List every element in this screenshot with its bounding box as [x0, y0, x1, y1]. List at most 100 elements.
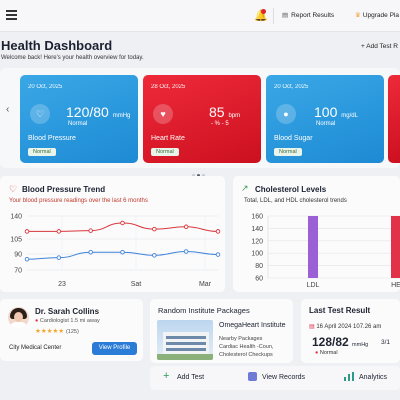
y-tick-label: 120: [251, 238, 263, 245]
analytics-action[interactable]: Analytics: [359, 374, 388, 381]
vital-status: Normal: [68, 121, 88, 127]
doctor-name[interactable]: Dr. Sarah Collins: [35, 307, 100, 316]
data-point: [88, 228, 93, 233]
view-records-action[interactable]: View Records: [262, 374, 306, 381]
vital-status: - % - 5: [211, 121, 229, 127]
vital-date: 20 Oct, 2025: [274, 84, 309, 90]
y-tick-label: 140: [251, 226, 263, 233]
x-tick-label: LDL: [307, 282, 320, 289]
y-tick-label: 80: [255, 263, 263, 270]
data-point: [152, 253, 157, 258]
analytics-icon: [344, 372, 354, 381]
doctor-rating: ★★★★★ (125): [35, 328, 79, 335]
carousel-dot[interactable]: [192, 174, 195, 177]
last-test-status: ● Normal: [315, 350, 338, 356]
pagination-count: 3/1: [381, 339, 391, 346]
vital-date: 20 Oct, 2025: [28, 84, 63, 90]
page-title: Health Dashboard: [1, 38, 113, 53]
hospital-image[interactable]: [157, 320, 213, 360]
welcome-text: Welcome back! Here's your health overvie…: [1, 55, 144, 61]
x-tick-label: HE: [391, 282, 400, 289]
status-badge: Normal: [151, 148, 179, 156]
heart-icon: ♡: [30, 104, 50, 124]
data-point: [120, 250, 125, 255]
bp-trend-panel: [0, 176, 225, 292]
package-desc: Nearby Packages: [219, 336, 263, 342]
last-test-value: 128/82 mmHg: [312, 335, 369, 349]
bp-trend-chart: 140 105 90 70 23 Sat Mar: [10, 214, 221, 288]
add-test-action[interactable]: Add Test: [177, 374, 205, 381]
y-tick-label: 100: [251, 251, 263, 258]
vital-label: Heart Rate: [151, 135, 185, 142]
x-tick-label: 23: [58, 281, 66, 288]
action-bar: [150, 366, 400, 390]
add-test-button[interactable]: + Add Test R: [361, 43, 398, 50]
x-tick-label: Sat: [131, 281, 142, 288]
x-tick-label: Mar: [199, 281, 212, 288]
chevron-left-icon[interactable]: ‹: [6, 104, 10, 115]
y-tick-label: 160: [251, 214, 263, 221]
bp-trend-title: Blood Pressure Trend: [22, 185, 106, 194]
bar: [308, 216, 318, 278]
y-tick-label: 105: [10, 237, 22, 244]
carousel-dot[interactable]: [197, 174, 200, 177]
y-tick-label: 140: [10, 214, 22, 221]
trend-icon: ↗: [241, 183, 249, 193]
data-point: [56, 229, 62, 234]
vital-date: 28 Oct, 2025: [151, 84, 186, 90]
avatar[interactable]: [8, 307, 29, 328]
notification-dot: [261, 9, 266, 14]
view-profile-button[interactable]: View Profile: [92, 342, 137, 355]
vital-card-blood-pressure[interactable]: 20 Oct, 2025 ♡ 120/80 mmHg Normal Blood …: [20, 75, 138, 163]
cholesterol-chart: 160 140 120 100 80 60 LDL HE: [251, 214, 400, 289]
star-icon: ★★★★★: [35, 328, 65, 335]
vital-card-heart-rate[interactable]: 28 Oct, 2025 ♥ 85 bpm - % - 5 Heart Rate…: [143, 75, 261, 163]
vital-value: 120/80 mmHg: [66, 104, 131, 120]
vital-status: Normal: [316, 121, 336, 127]
data-point: [152, 226, 157, 232]
vital-value: 100 mg/dL: [314, 104, 358, 120]
divider: [273, 8, 274, 24]
doctor-specialty: ● Cardiologist 1.5 mi away: [35, 318, 100, 324]
data-point: [183, 224, 189, 230]
vital-label: Blood Pressure: [28, 135, 76, 142]
medical-center: City Medical Center: [9, 345, 62, 351]
package-desc: Cholesterol Checkups: [219, 352, 273, 358]
report-icon: ▤: [282, 12, 289, 19]
records-icon: [248, 372, 257, 381]
status-dot-icon: ●: [315, 350, 320, 356]
packages-title: Random Institute Packages: [158, 306, 250, 315]
vital-card-next[interactable]: [388, 75, 400, 163]
data-point: [183, 249, 189, 254]
report-results-button[interactable]: ▤ Report Results: [282, 12, 335, 19]
data-point: [24, 229, 30, 234]
data-point: [56, 255, 62, 260]
vital-label: Blood Sugar: [274, 135, 313, 142]
heart-icon: ♡: [9, 184, 18, 194]
data-point: [88, 250, 93, 255]
plus-icon: +: [163, 370, 170, 382]
crown-icon: ♛: [355, 12, 361, 19]
data-point: [24, 256, 30, 262]
carousel-dots: [192, 164, 207, 182]
upgrade-button[interactable]: ♛ Upgrade Pla: [355, 12, 399, 19]
cholesterol-subtitle: Total, LDL, and HDL cholesterol trends: [244, 198, 347, 204]
data-point: [215, 252, 221, 257]
menu-icon[interactable]: [6, 10, 17, 20]
cholesterol-title: Cholesterol Levels: [255, 185, 327, 194]
bp-trend-subtitle: Your blood pressure readings over the la…: [9, 198, 148, 204]
data-point: [215, 229, 221, 234]
y-tick-label: 90: [14, 252, 22, 259]
vital-card-blood-sugar[interactable]: 20 Oct, 2025 ● 100 mg/dL Normal Blood Su…: [266, 75, 384, 163]
vital-value: 85 bpm: [209, 104, 241, 120]
carousel-dot[interactable]: [202, 174, 205, 177]
y-tick-label: 60: [255, 276, 263, 283]
institute-name[interactable]: OmegaHeart Institute: [219, 322, 286, 329]
top-bar: 🔔 ▤ Report Results ♛ Upgrade Pla: [0, 0, 400, 32]
y-tick-label: 70: [14, 268, 22, 275]
data-point: [120, 220, 125, 226]
status-badge: Normal: [28, 148, 56, 156]
last-test-card: [301, 299, 400, 363]
heart-rate-icon: ♥: [153, 104, 173, 124]
package-desc: Cardiac Health -Coun,: [219, 344, 274, 350]
